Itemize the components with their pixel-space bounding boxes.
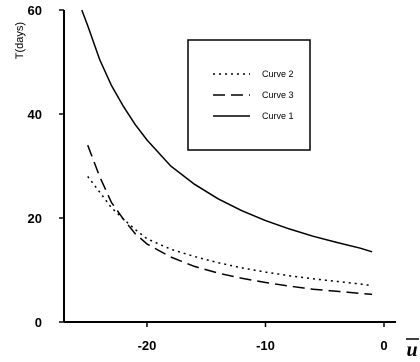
y-tick-label: 40 bbox=[28, 107, 42, 122]
x-axis-variable: u bbox=[406, 338, 419, 361]
x-axis-variable-label: u bbox=[406, 339, 417, 361]
y-tick-label: 0 bbox=[35, 315, 42, 330]
y-axis-title: T(days) bbox=[14, 22, 26, 59]
x-tick-label: 0 bbox=[380, 338, 387, 353]
series-lines bbox=[81, 9, 373, 296]
series-line-curve-2 bbox=[87, 175, 373, 287]
x-tick-label: -20 bbox=[138, 338, 157, 353]
y-tick-label: 60 bbox=[28, 3, 42, 18]
ticks: 0 20 40 60 -20 -10 0 bbox=[28, 3, 388, 353]
legend: Curve 2 Curve 3 Curve 1 bbox=[187, 39, 311, 151]
axes bbox=[63, 10, 396, 323]
series-line-curve-3 bbox=[86, 144, 373, 296]
legend-label: Curve 3 bbox=[262, 90, 294, 100]
series-line-curve-1 bbox=[81, 9, 373, 253]
legend-label: Curve 1 bbox=[262, 111, 294, 121]
y-tick-label: 20 bbox=[28, 211, 42, 226]
legend-label: Curve 2 bbox=[262, 69, 294, 79]
x-tick-label: -10 bbox=[256, 338, 275, 353]
legend-box bbox=[187, 39, 311, 151]
